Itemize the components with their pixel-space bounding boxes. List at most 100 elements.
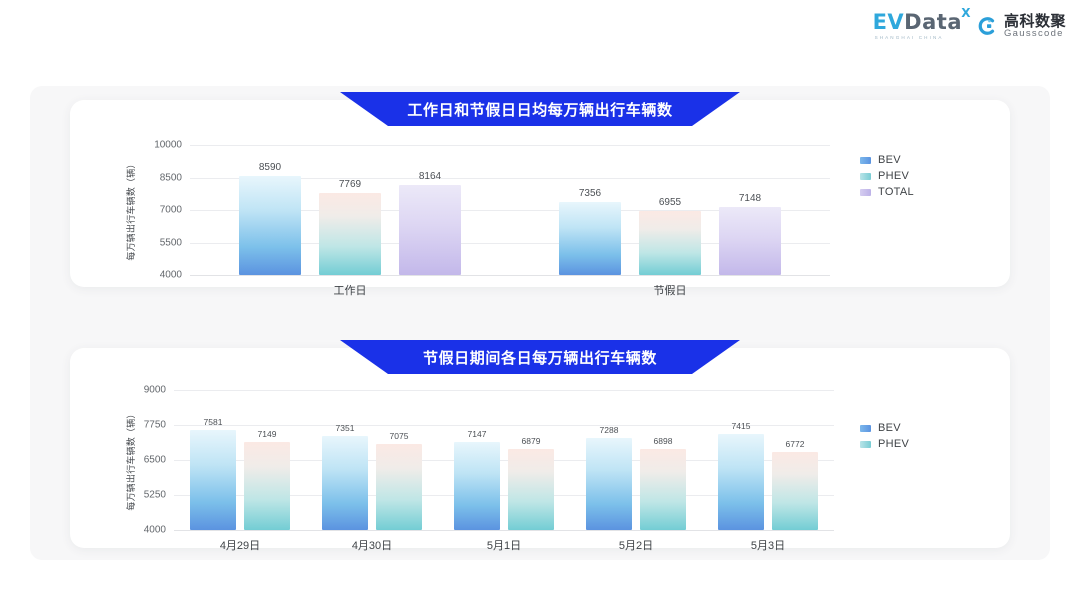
chart-legend: BEV PHEV [860,422,909,450]
bar-bev[interactable]: 7581 [190,390,236,530]
bar-phev[interactable]: 7769 [319,145,381,275]
chart-card-2: 节假日期间各日每万辆出行车辆数 每万辆出行车辆数（辆） 4000 5250 6500 7… [70,340,1010,553]
x-axis-category-label: 5月3日 [750,540,786,552]
bar-value-label: 8590 [258,161,282,173]
x-axis-category-label: 5月2日 [618,540,654,552]
bar-phev[interactable]: 7075 [376,390,422,530]
bar-bev[interactable]: 7356 [559,145,621,275]
bar-value-label: 7288 [599,424,619,435]
bar-rect[interactable] [639,210,701,275]
legend-item-bev[interactable]: BEV [860,422,909,434]
bar-rect[interactable] [239,175,301,275]
chart-section-2: 节假日期间各日每万辆出行车辆数 每万辆出行车辆数（辆） 4000 5250 6500 7… [30,334,1050,560]
legend-swatch-icon [860,424,871,432]
gausscode-logo-en: Gausscode [1003,27,1064,39]
legend-item-phev[interactable]: PHEV [860,170,914,182]
bar-phev[interactable]: 6879 [508,390,554,530]
gridline [174,460,834,461]
bar-value-label: 8164 [418,170,442,182]
bar-value-label: 7351 [335,423,355,434]
chart-title-2: 节假日期间各日每万辆出行车辆数 [422,348,657,367]
gridline [174,425,834,426]
gausscode-logo: 高科数聚 Gausscode [976,13,1066,39]
bar-bev[interactable]: 7415 [718,390,764,530]
bar-total[interactable]: 7148 [719,145,781,275]
bar-value-label: 6879 [521,436,541,447]
evdata-logo-data: Data [904,10,962,34]
bar-bev[interactable]: 7147 [454,390,500,530]
bar-group: 8590 7769 8164 [190,145,510,275]
evdata-logo-x-icon: X [961,6,971,20]
legend-swatch-icon [860,440,871,448]
chart-section-1: 工作日和节假日日均每万辆出行车辆数 每万辆出行车辆数（辆） 4000 5500 700… [30,86,1050,301]
bar-total[interactable]: 8164 [399,145,461,275]
x-axis-category-label: 5月1日 [486,540,522,552]
gridline [190,145,830,146]
bar-value-label: 7149 [257,428,277,439]
gridline [174,530,834,531]
y-axis-tick-label: 5500 [159,237,182,248]
bar-value-label: 7147 [467,428,487,439]
gausscode-c-mark-icon [978,17,995,35]
bar-rect[interactable] [640,448,686,530]
x-axis-category-label: 节假日 [653,285,687,297]
bar-chart-2: 每万辆出行车辆数（辆） 4000 5250 6500 7750 9000 7581 7149 4… [70,348,1010,553]
x-axis-category-label: 工作日 [333,285,367,297]
bar-value-label: 7356 [578,188,602,200]
y-axis-tick-label: 5250 [143,489,166,501]
legend-label: BEV [878,422,901,434]
bar-value-label: 7075 [389,430,409,441]
bar-phev[interactable]: 6772 [772,390,818,530]
legend-label: TOTAL [878,186,914,198]
bar-rect[interactable] [772,452,818,530]
bar-rect[interactable] [190,429,236,530]
evdata-logo-ev: EV [872,10,905,34]
bar-phev[interactable]: 6898 [640,390,686,530]
legend-swatch-icon [860,156,871,164]
bar-rect[interactable] [319,193,381,275]
bar-rect[interactable] [399,184,461,275]
bar-rect[interactable] [586,437,632,530]
legend-swatch-icon [860,172,871,180]
bar-value-label: 7581 [203,416,223,427]
evdata-logo: EVData X SHANGHAI CHINA [872,7,971,40]
logo-bar: EVData X SHANGHAI CHINA 高科数聚 Gausscode [872,7,1066,40]
bar-value-label: 7769 [338,179,362,191]
bar-rect[interactable] [454,441,500,530]
evdata-logo-wordmark: EVData X [872,7,971,34]
y-axis-tick-label: 8500 [159,172,182,183]
bar-phev[interactable]: 7149 [244,390,290,530]
bar-bev[interactable]: 7351 [322,390,368,530]
gridline [174,390,834,391]
bar-rect[interactable] [376,443,422,530]
bar-rect[interactable] [508,449,554,530]
bar-rect[interactable] [322,436,368,530]
bar-rect[interactable] [559,202,621,275]
bar-phev[interactable]: 6955 [639,145,701,275]
bar-value-label: 7415 [731,421,751,432]
gausscode-logo-text: 高科数聚 Gausscode [1003,13,1066,39]
bar-value-label: 7148 [738,192,762,204]
x-axis-category-label: 4月30日 [351,540,393,552]
x-axis-category-label: 4月29日 [219,540,261,552]
content-panel: 工作日和节假日日均每万辆出行车辆数 每万辆出行车辆数（辆） 4000 5500 700… [30,86,1050,560]
bar-group: 7356 6955 7148 [510,145,830,275]
bar-value-label: 6898 [653,435,673,446]
legend-item-bev[interactable]: BEV [860,154,914,166]
bar-bev[interactable]: 7288 [586,390,632,530]
gridline [174,495,834,496]
chart-legend: BEV PHEV TOTAL [860,154,914,198]
gridline [190,177,830,179]
bar-rect[interactable] [718,434,764,530]
y-axis-tick-label: 6500 [143,454,166,466]
chart-title-banner-1: 工作日和节假日日均每万辆出行车辆数 [340,92,740,126]
legend-item-phev[interactable]: PHEV [860,438,909,450]
chart-card-1: 工作日和节假日日均每万辆出行车辆数 每万辆出行车辆数（辆） 4000 5500 700… [70,92,1010,297]
legend-label: PHEV [878,438,910,450]
bar-rect[interactable] [244,441,290,530]
bar-group: 7415 6772 [702,390,834,530]
bar-bev[interactable]: 8590 [239,145,301,275]
legend-item-total[interactable]: TOTAL [860,186,914,198]
bar-rect[interactable] [719,206,781,275]
